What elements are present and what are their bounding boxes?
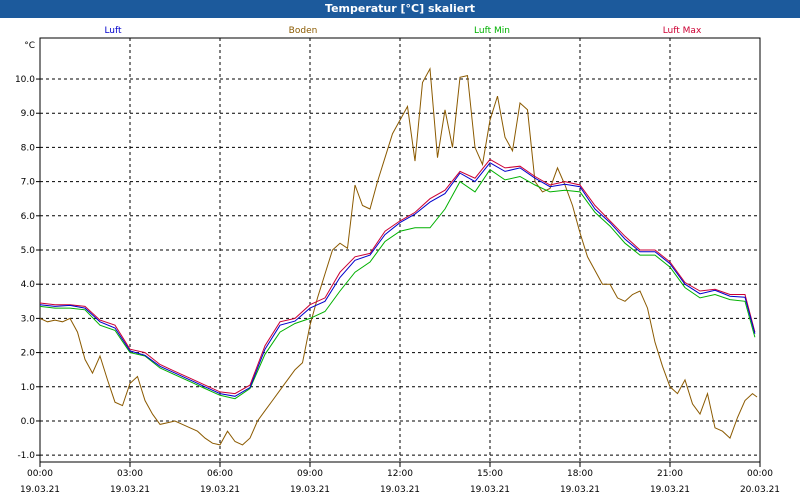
series-line-luft [39,162,756,397]
y-tick-label: 7.0 [21,178,36,188]
y-tick-label: 4.0 [21,280,36,290]
series-line-luft-min [39,168,756,400]
y-tick-label: 8.0 [21,143,36,153]
x-tick-label-time: 03:00 [117,469,143,479]
x-tick-label-date: 19.03.21 [380,485,420,495]
legend-entry: Luft [104,26,122,36]
x-tick-label-time: 15:00 [477,469,503,479]
y-tick-label: 2.0 [21,349,36,359]
legend-entry: Luft Min [474,26,510,36]
x-tick-label-time: 00:00 [747,469,773,479]
x-tick-label-date: 19.03.21 [650,485,690,495]
series-line-luft-max [39,158,756,395]
legend-entry: Luft Max [663,26,702,36]
series-line-boden [39,67,758,446]
x-tick-label-time: 12:00 [387,469,413,479]
y-tick-label: 1.0 [21,383,36,393]
x-tick-label-date: 19.03.21 [200,485,240,495]
y-tick-label: -1.0 [17,451,35,461]
window-title: Temperatur [°C] skaliert [0,0,800,18]
x-tick-label-date: 20.03.21 [740,485,780,495]
y-tick-label: 0.0 [21,417,36,427]
x-tick-label-date: 19.03.21 [560,485,600,495]
x-tick-label-time: 18:00 [567,469,593,479]
y-tick-label: 9.0 [21,109,36,119]
y-tick-label: 3.0 [21,314,36,324]
x-tick-label-date: 19.03.21 [470,485,510,495]
y-tick-label: 10.0 [15,75,35,85]
x-tick-label-time: 00:00 [27,469,53,479]
y-tick-label: 6.0 [21,212,36,222]
legend-entry: Boden [289,26,318,36]
y-tick-label: 5.0 [21,246,36,256]
y-axis-label: °C [24,41,35,51]
x-tick-label-time: 21:00 [657,469,683,479]
x-tick-label-time: 06:00 [207,469,233,479]
x-tick-label-date: 19.03.21 [110,485,150,495]
x-tick-label-date: 19.03.21 [290,485,330,495]
x-tick-label-date: 19.03.21 [20,485,60,495]
x-tick-label-time: 09:00 [297,469,323,479]
